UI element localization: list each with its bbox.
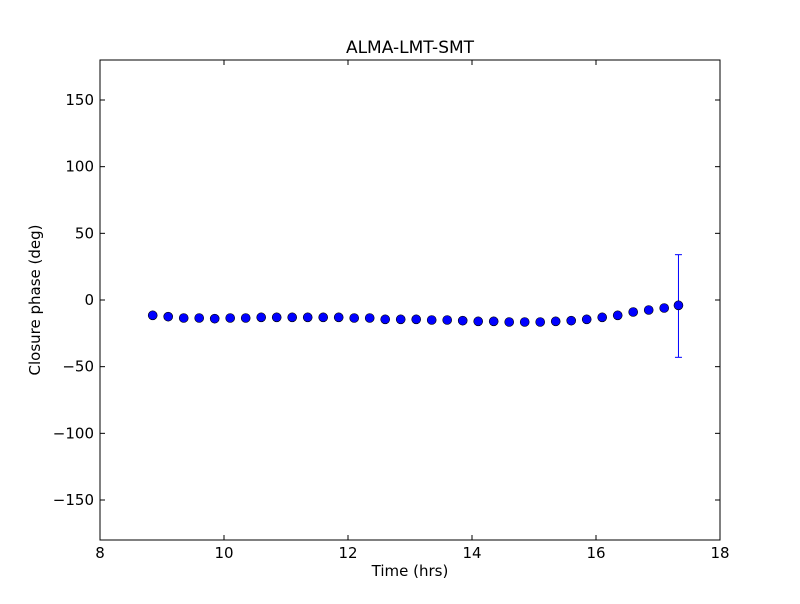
data-point — [597, 312, 608, 323]
x-tick-label: 12 — [338, 544, 357, 562]
data-point — [550, 316, 561, 327]
y-tick-label: 150 — [65, 91, 94, 109]
data-point — [349, 313, 360, 323]
data-point — [364, 313, 375, 323]
plot-frame — [99, 59, 721, 541]
data-point — [473, 316, 484, 327]
data-point — [194, 313, 204, 323]
data-point — [628, 307, 639, 317]
y-tick-label: −150 — [53, 491, 94, 509]
data-point — [318, 312, 329, 323]
data-point — [395, 314, 406, 325]
data-point — [612, 310, 623, 321]
data-point — [209, 313, 220, 324]
data-point — [442, 315, 453, 325]
data-points — [147, 300, 684, 327]
y-axis-label: Closure phase (deg) — [26, 225, 44, 376]
data-point — [643, 305, 654, 315]
y-tick-label: −50 — [62, 358, 94, 376]
data-point — [673, 300, 684, 311]
data-point — [178, 313, 189, 323]
data-point — [256, 312, 267, 323]
data-point — [659, 303, 670, 313]
data-point — [380, 314, 391, 325]
x-tick-label: 14 — [462, 544, 481, 562]
data-point — [426, 315, 437, 325]
data-point — [519, 317, 530, 327]
data-point — [488, 316, 499, 327]
data-point — [302, 312, 313, 323]
chart-title: ALMA-LMT-SMT — [346, 38, 475, 58]
y-tick-label: 50 — [75, 224, 94, 242]
x-tick-label: 10 — [214, 544, 233, 562]
x-axis-label: Time (hrs) — [371, 562, 449, 580]
x-tick-label: 16 — [586, 544, 605, 562]
data-point — [163, 311, 173, 322]
x-tick-label: 18 — [710, 544, 729, 562]
data-point — [535, 317, 546, 327]
data-point — [271, 312, 282, 323]
y-tick-label: 0 — [84, 291, 94, 309]
data-point — [240, 313, 251, 323]
y-tick-label: 100 — [65, 158, 94, 176]
axis-ticks: 8 10 12 14 16 18 −150 −100 −50 0 50 100 150 — [53, 60, 730, 562]
data-point — [333, 312, 344, 323]
y-tick-label: −100 — [53, 424, 94, 442]
data-point — [504, 317, 515, 327]
data-point — [147, 310, 158, 321]
data-point — [581, 314, 592, 325]
data-point — [457, 315, 468, 326]
data-point — [411, 314, 422, 325]
x-tick-label: 8 — [95, 544, 105, 562]
data-point — [287, 312, 298, 323]
data-point — [225, 313, 235, 323]
data-point — [566, 315, 577, 326]
